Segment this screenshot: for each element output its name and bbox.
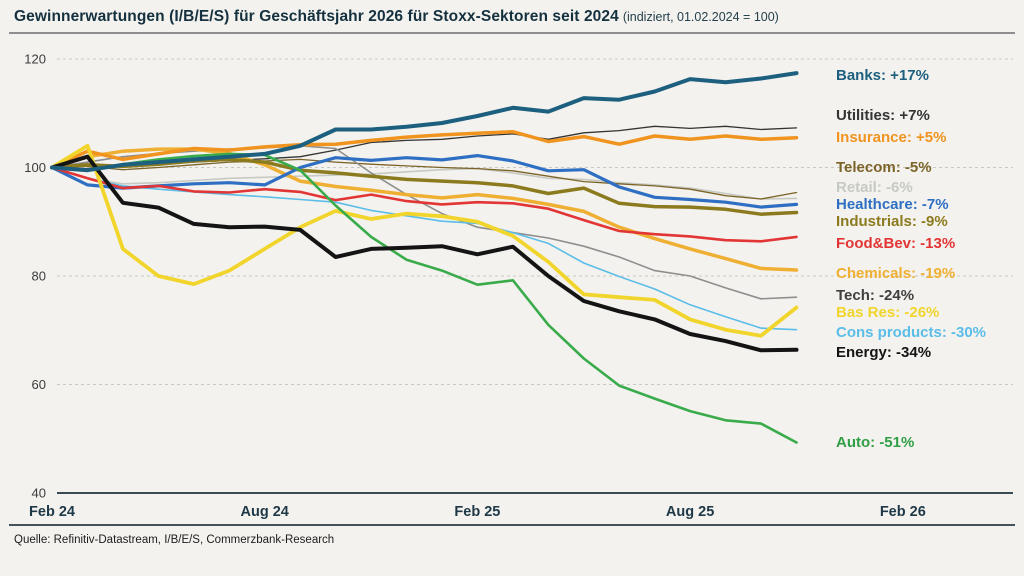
series-line-foodbev <box>50 166 798 243</box>
series-line-auto <box>50 152 798 444</box>
x-tick-label: Feb 25 <box>454 504 500 520</box>
legend-chemicals: Chemicals: -19% <box>836 265 955 282</box>
x-tick-label: Feb 24 <box>29 504 75 520</box>
legend-basres: Bas Res: -26% <box>836 304 939 321</box>
legend-auto: Auto: -51% <box>836 434 914 451</box>
series-line-insurance <box>50 129 799 170</box>
y-tick-label: 60 <box>32 377 46 392</box>
legend-retail: Retail: -6% <box>836 179 913 196</box>
legend-banks: Banks: +17% <box>836 67 929 84</box>
legend-healthcare: Healthcare: -7% <box>836 196 949 213</box>
series-line-banks <box>50 71 799 173</box>
y-tick-label: 120 <box>24 52 46 67</box>
legend-consproducts: Cons products: -30% <box>836 324 986 341</box>
page-title: Gewinnerwartungen (I/B/E/S) für Geschäft… <box>14 8 619 25</box>
legend-industrials: Industrials: -9% <box>836 213 948 230</box>
chart-header: Gewinnerwartungen (I/B/E/S) für Geschäft… <box>0 0 1024 26</box>
footer-divider <box>9 524 1015 526</box>
title-divider <box>9 32 1015 34</box>
y-tick-label: 40 <box>32 486 46 501</box>
legend-telecom: Telecom: -5% <box>836 159 932 176</box>
x-tick-label: Aug 25 <box>666 504 714 520</box>
series-line-basres <box>50 143 799 338</box>
x-tick-label: Aug 24 <box>241 504 289 520</box>
series-line-healthcare <box>50 154 799 209</box>
series-line-telecom <box>51 158 798 200</box>
page-subtitle: (indiziert, 01.02.2024 = 100) <box>622 10 779 24</box>
source-note: Quelle: Refinitiv-Datastream, I/B/E/S, C… <box>14 534 335 546</box>
series-line-retail <box>51 166 798 200</box>
legend-insurance: Insurance: +5% <box>836 129 946 146</box>
series-line-consproducts <box>51 166 798 331</box>
x-tick-label: Feb 26 <box>880 504 926 520</box>
legend-foodbev: Food&Bev: -13% <box>836 235 955 252</box>
series-line-chemicals <box>50 147 799 272</box>
y-tick-label: 100 <box>24 160 46 175</box>
legend-energy: Energy: -34% <box>836 344 931 361</box>
legend-tech: Tech: -24% <box>836 287 914 304</box>
series-line-energy <box>50 154 799 353</box>
y-tick-label: 80 <box>32 269 46 284</box>
legend-utilities: Utilities: +7% <box>836 107 930 124</box>
